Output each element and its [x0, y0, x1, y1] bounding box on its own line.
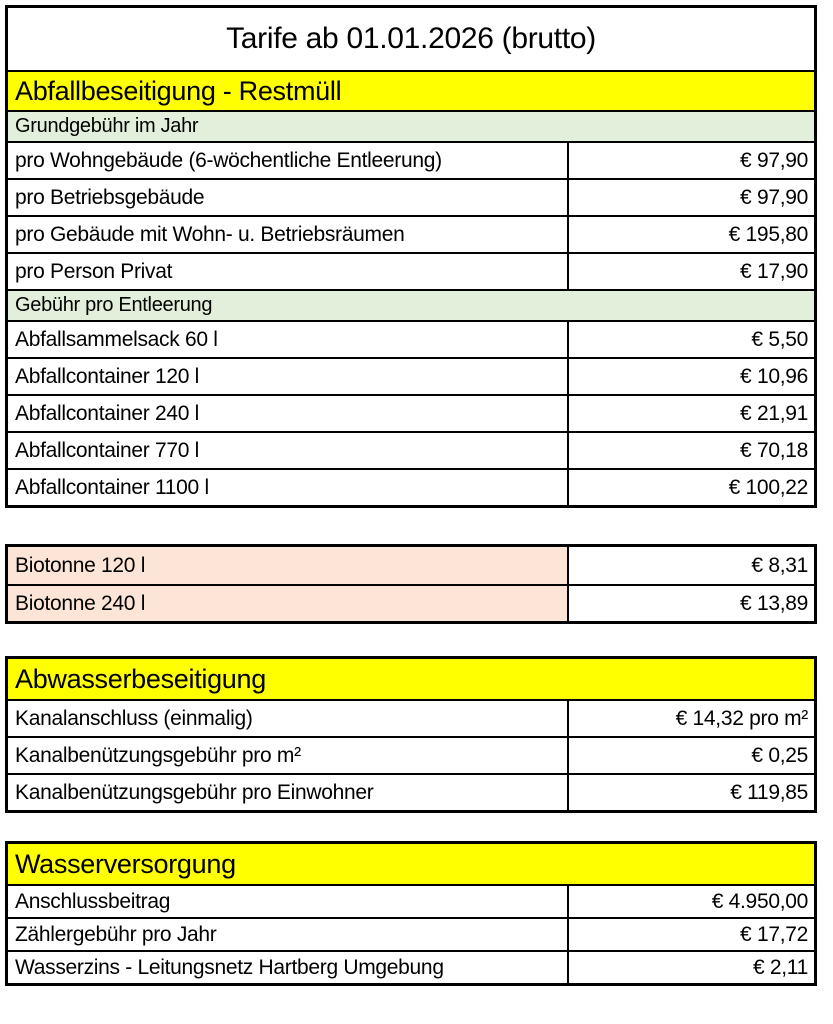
row-label: Kanalbenützungsgebühr pro m²	[8, 738, 569, 773]
row-value: € 97,90	[569, 180, 814, 215]
row-label: Abfallcontainer 240 l	[8, 396, 569, 431]
row-label: Wasserzins - Leitungsnetz Hartberg Umgeb…	[8, 952, 569, 983]
row-value: € 0,25	[569, 738, 814, 773]
table-row: Kanalbenützungsgebühr pro m² € 0,25	[8, 736, 814, 773]
row-label: Kanalanschluss (einmalig)	[8, 701, 569, 736]
row-value: € 10,96	[569, 359, 814, 394]
row-label: Abfallcontainer 120 l	[8, 359, 569, 394]
table-row: pro Person Privat € 17,90	[8, 252, 814, 289]
row-value: € 70,18	[569, 433, 814, 468]
table-row: Kanalanschluss (einmalig) € 14,32 pro m²	[8, 699, 814, 736]
row-value: € 17,72	[569, 919, 814, 950]
table-row: Wasserzins - Leitungsnetz Hartberg Umgeb…	[8, 950, 814, 983]
row-label: Abfallsammelsack 60 l	[8, 322, 569, 357]
tariff-sheet: Tarife ab 01.01.2026 (brutto) Abfallbese…	[5, 5, 817, 986]
section-header-water: Wasserversorgung	[8, 844, 814, 884]
water-table: Wasserversorgung Anschlussbeitrag € 4.95…	[5, 841, 817, 986]
section-header-waste: Abfallbeseitigung - Restmüll	[8, 70, 814, 110]
table-row: Biotonne 120 l € 8,31	[8, 547, 814, 584]
row-label: pro Gebäude mit Wohn- u. Betriebsräumen	[8, 217, 569, 252]
table-row: Biotonne 240 l € 13,89	[8, 584, 814, 621]
row-value: € 8,31	[569, 547, 814, 584]
row-label: pro Person Privat	[8, 254, 569, 289]
table-row: Anschlussbeitrag € 4.950,00	[8, 884, 814, 917]
row-value: € 4.950,00	[569, 886, 814, 917]
section-header-sewage: Abwasserbeseitigung	[8, 659, 814, 699]
table-row: Abfallcontainer 240 l € 21,91	[8, 394, 814, 431]
row-value: € 14,32 pro m²	[569, 701, 814, 736]
table-row: Abfallcontainer 120 l € 10,96	[8, 357, 814, 394]
row-label: Abfallcontainer 1100 l	[8, 470, 569, 505]
table-row: pro Betriebsgebäude € 97,90	[8, 178, 814, 215]
subheader-per-emptying-label: Gebühr pro Entleerung	[15, 294, 213, 316]
row-value: € 2,11	[569, 952, 814, 983]
page-title-row: Tarife ab 01.01.2026 (brutto)	[8, 8, 814, 70]
row-value: € 97,90	[569, 143, 814, 178]
row-value: € 119,85	[569, 775, 814, 810]
subheader-annual-fee-label: Grundgebühr im Jahr	[15, 115, 199, 137]
page-title: Tarife ab 01.01.2026 (brutto)	[226, 22, 596, 55]
row-value: € 17,90	[569, 254, 814, 289]
row-value: € 100,22	[569, 470, 814, 505]
row-label: Kanalbenützungsgebühr pro Einwohner	[8, 775, 569, 810]
row-label: Abfallcontainer 770 l	[8, 433, 569, 468]
table-row: pro Wohngebäude (6-wöchentliche Entleeru…	[8, 141, 814, 178]
row-value: € 195,80	[569, 217, 814, 252]
waste-table: Tarife ab 01.01.2026 (brutto) Abfallbese…	[5, 5, 817, 508]
table-row: Abfallcontainer 770 l € 70,18	[8, 431, 814, 468]
row-label: Biotonne 240 l	[8, 586, 569, 621]
table-row: Abfallsammelsack 60 l € 5,50	[8, 320, 814, 357]
section-header-water-label: Wasserversorgung	[15, 848, 236, 879]
sewage-table: Abwasserbeseitigung Kanalanschluss (einm…	[5, 656, 817, 813]
section-header-sewage-label: Abwasserbeseitigung	[15, 663, 266, 694]
row-label: Biotonne 120 l	[8, 547, 569, 584]
table-row: Kanalbenützungsgebühr pro Einwohner € 11…	[8, 773, 814, 810]
row-label: Zählergebühr pro Jahr	[8, 919, 569, 950]
row-label: Anschlussbeitrag	[8, 886, 569, 917]
subheader-per-emptying: Gebühr pro Entleerung	[8, 289, 814, 320]
row-value: € 13,89	[569, 586, 814, 621]
row-value: € 21,91	[569, 396, 814, 431]
row-value: € 5,50	[569, 322, 814, 357]
section-header-waste-label: Abfallbeseitigung - Restmüll	[15, 75, 342, 106]
table-row: pro Gebäude mit Wohn- u. Betriebsräumen …	[8, 215, 814, 252]
row-label: pro Betriebsgebäude	[8, 180, 569, 215]
biotonne-table: Biotonne 120 l € 8,31 Biotonne 240 l € 1…	[5, 544, 817, 624]
subheader-annual-fee: Grundgebühr im Jahr	[8, 110, 814, 141]
table-row: Abfallcontainer 1100 l € 100,22	[8, 468, 814, 505]
table-row: Zählergebühr pro Jahr € 17,72	[8, 917, 814, 950]
row-label: pro Wohngebäude (6-wöchentliche Entleeru…	[8, 143, 569, 178]
